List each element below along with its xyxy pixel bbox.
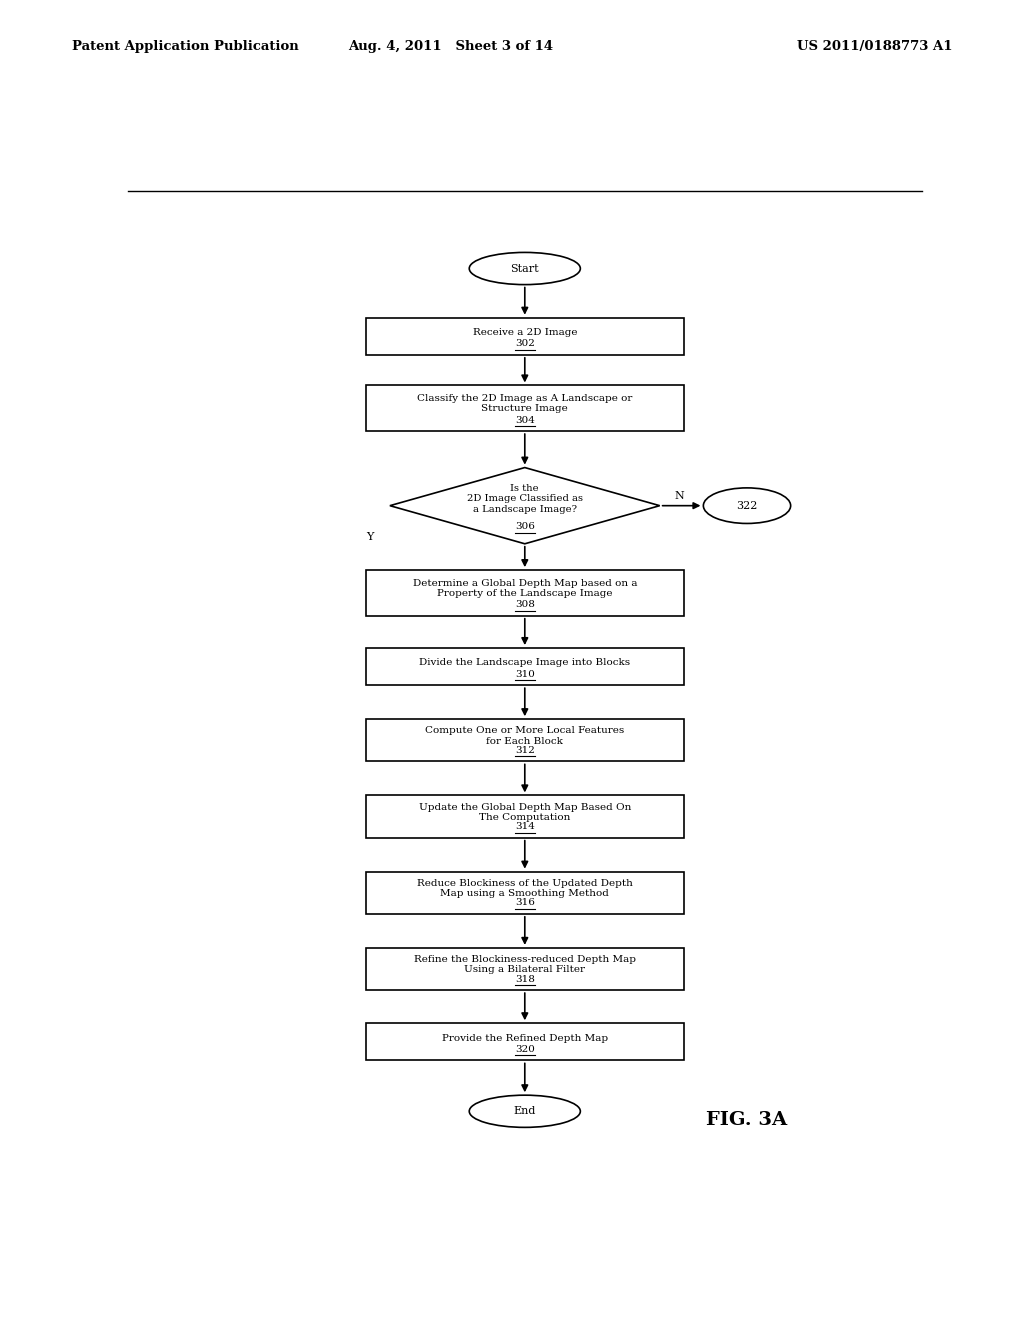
- Text: 318: 318: [515, 974, 535, 983]
- Text: 312: 312: [515, 746, 535, 755]
- Text: Patent Application Publication: Patent Application Publication: [72, 40, 298, 53]
- Text: Classify the 2D Image as A Landscape or
Structure Image: Classify the 2D Image as A Landscape or …: [417, 393, 633, 413]
- FancyBboxPatch shape: [367, 570, 684, 615]
- Text: 320: 320: [515, 1045, 535, 1053]
- Text: 304: 304: [515, 416, 535, 425]
- Text: Determine a Global Depth Map based on a
Property of the Landscape Image: Determine a Global Depth Map based on a …: [413, 578, 637, 598]
- Polygon shape: [390, 467, 659, 544]
- Text: Receive a 2D Image: Receive a 2D Image: [472, 329, 578, 337]
- Text: 308: 308: [515, 601, 535, 610]
- Text: Divide the Landscape Image into Blocks: Divide the Landscape Image into Blocks: [419, 659, 631, 668]
- Text: 306: 306: [515, 523, 535, 532]
- Text: 316: 316: [515, 899, 535, 907]
- Ellipse shape: [469, 252, 581, 285]
- FancyBboxPatch shape: [367, 318, 684, 355]
- Text: Update the Global Depth Map Based On
The Computation: Update the Global Depth Map Based On The…: [419, 803, 631, 822]
- Text: US 2011/0188773 A1: US 2011/0188773 A1: [797, 40, 952, 53]
- Text: 314: 314: [515, 822, 535, 832]
- Text: 310: 310: [515, 669, 535, 678]
- Text: 322: 322: [736, 500, 758, 511]
- Text: FIG. 3A: FIG. 3A: [707, 1110, 787, 1129]
- Text: Reduce Blockiness of the Updated Depth
Map using a Smoothing Method: Reduce Blockiness of the Updated Depth M…: [417, 879, 633, 898]
- Text: Provide the Refined Depth Map: Provide the Refined Depth Map: [441, 1034, 608, 1043]
- Text: N: N: [675, 491, 684, 500]
- FancyBboxPatch shape: [367, 719, 684, 762]
- FancyBboxPatch shape: [367, 796, 684, 838]
- Text: Refine the Blockiness-reduced Depth Map
Using a Bilateral Filter: Refine the Blockiness-reduced Depth Map …: [414, 956, 636, 974]
- Text: Aug. 4, 2011   Sheet 3 of 14: Aug. 4, 2011 Sheet 3 of 14: [348, 40, 553, 53]
- Text: Is the
2D Image Classified as
a Landscape Image?: Is the 2D Image Classified as a Landscap…: [467, 484, 583, 513]
- FancyBboxPatch shape: [367, 871, 684, 913]
- Text: Start: Start: [511, 264, 539, 273]
- Ellipse shape: [469, 1096, 581, 1127]
- Text: End: End: [514, 1106, 536, 1117]
- Text: Y: Y: [367, 532, 374, 543]
- Text: Compute One or More Local Features
for Each Block: Compute One or More Local Features for E…: [425, 726, 625, 746]
- FancyBboxPatch shape: [367, 1023, 684, 1060]
- FancyBboxPatch shape: [367, 385, 684, 432]
- FancyBboxPatch shape: [367, 948, 684, 990]
- FancyBboxPatch shape: [367, 648, 684, 685]
- Ellipse shape: [703, 488, 791, 524]
- Text: 302: 302: [515, 339, 535, 348]
